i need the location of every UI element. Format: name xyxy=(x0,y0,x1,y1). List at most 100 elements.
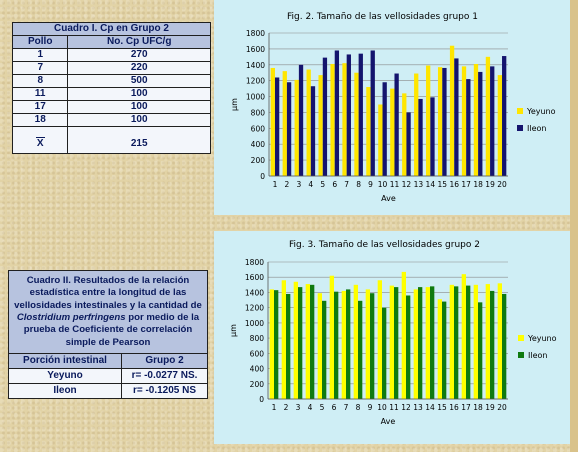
bar-ileon-2 xyxy=(286,82,292,176)
x-tick-label: 9 xyxy=(368,403,373,412)
bar-ileon-17 xyxy=(466,79,471,176)
y-tick-label: 0 xyxy=(259,395,264,404)
bar-ileon-6 xyxy=(334,291,339,399)
chart-fig2: Fig. 2. Tamaño de las vellosidades grupo… xyxy=(214,0,570,215)
y-tick-label: 400 xyxy=(251,140,266,149)
table1-col-pollo: Pollo xyxy=(11,35,69,49)
y-tick-label: 400 xyxy=(250,365,265,374)
chart-title: Fig. 2. Tamaño de las vellosidades grupo… xyxy=(287,12,478,22)
y-tick-label: 1800 xyxy=(246,29,265,38)
bar-ileon-3 xyxy=(298,287,303,399)
bar-yeyuno-9 xyxy=(366,87,371,176)
x-tick-label: 14 xyxy=(426,180,436,189)
bar-ileon-18 xyxy=(478,302,483,399)
x-tick-label: 5 xyxy=(320,403,325,412)
table1-pollo: 17 xyxy=(11,100,69,114)
x-tick-label: 10 xyxy=(378,180,388,189)
table2-title-part1: Cuadro II. Resultados de la relación est… xyxy=(14,274,202,311)
y-tick-label: 800 xyxy=(251,108,266,117)
table1-col-ufc: No. Cp UFC/g xyxy=(67,35,211,49)
x-tick-label: 5 xyxy=(320,180,325,189)
chart-fig2-svg: Fig. 2. Tamaño de las vellosidades grupo… xyxy=(230,12,556,203)
x-tick-label: 1 xyxy=(273,180,278,189)
bar-ileon-9 xyxy=(370,293,375,399)
bar-yeyuno-11 xyxy=(389,285,394,399)
bar-yeyuno-2 xyxy=(282,71,287,176)
x-bar-value: 215 xyxy=(130,138,148,149)
table2-title: Cuadro II. Resultados de la relación est… xyxy=(8,270,208,354)
y-tick-label: 1200 xyxy=(246,77,265,86)
y-tick-label: 1200 xyxy=(245,304,264,313)
table2-col-porcion: Porción intestinal xyxy=(8,353,122,369)
bar-yeyuno-2 xyxy=(281,280,286,399)
bar-yeyuno-11 xyxy=(390,88,395,176)
legend-label-yeyuno: Yeyuno xyxy=(526,107,556,116)
bar-yeyuno-19 xyxy=(485,284,490,399)
table2-title-italic: Clostridium perfringens xyxy=(16,312,126,323)
bar-ileon-14 xyxy=(430,97,435,176)
bar-ileon-4 xyxy=(310,284,315,399)
bar-yeyuno-3 xyxy=(294,79,299,176)
x-tick-label: 19 xyxy=(485,180,495,189)
bar-yeyuno-7 xyxy=(341,290,346,399)
bar-ileon-5 xyxy=(322,57,328,176)
bar-ileon-13 xyxy=(418,287,423,399)
legend-swatch-yeyuno xyxy=(518,335,524,341)
table1-title: Cuadro I. Cp en Grupo 2 xyxy=(12,22,211,36)
y-tick-label: 600 xyxy=(251,124,266,133)
bar-yeyuno-15 xyxy=(437,67,443,176)
x-axis-label: Ave xyxy=(381,417,396,426)
x-tick-label: 16 xyxy=(449,403,459,412)
bar-yeyuno-16 xyxy=(449,45,455,176)
table2-porcion: Yeyuno xyxy=(8,368,122,384)
table1-ufc: 100 xyxy=(67,87,211,101)
bar-ileon-11 xyxy=(394,287,399,399)
y-tick-label: 600 xyxy=(250,349,265,358)
x-tick-label: 14 xyxy=(425,403,435,412)
bar-yeyuno-3 xyxy=(293,281,298,399)
legend-label-ileon: Ileon xyxy=(528,351,547,360)
y-tick-label: 1600 xyxy=(245,273,264,282)
bar-ileon-7 xyxy=(346,289,351,399)
bar-yeyuno-17 xyxy=(461,274,466,399)
bar-ileon-12 xyxy=(406,295,411,399)
bar-yeyuno-10 xyxy=(377,280,382,399)
bar-ileon-19 xyxy=(490,290,495,399)
x-tick-label: 2 xyxy=(285,180,290,189)
bar-ileon-16 xyxy=(454,58,459,176)
x-bar-symbol: X xyxy=(35,137,45,149)
chart-title: Fig. 3. Tamaño de las vellosidades grupo… xyxy=(289,240,480,250)
bar-ileon-19 xyxy=(490,66,495,176)
legend-swatch-ileon xyxy=(517,125,523,131)
table1-pollo: 8 xyxy=(11,74,69,88)
x-tick-label: 2 xyxy=(284,403,289,412)
y-tick-label: 800 xyxy=(250,334,265,343)
x-tick-label: 17 xyxy=(461,403,471,412)
bar-yeyuno-12 xyxy=(402,93,407,176)
x-tick-label: 7 xyxy=(344,403,349,412)
x-tick-label: 10 xyxy=(377,403,387,412)
legend-label-yeyuno: Yeyuno xyxy=(527,334,557,343)
table2-col-grupo: Grupo 2 xyxy=(121,353,208,369)
bar-yeyuno-6 xyxy=(330,63,335,176)
bar-ileon-18 xyxy=(478,71,483,176)
y-tick-label: 0 xyxy=(260,172,265,181)
x-tick-label: 6 xyxy=(332,403,337,412)
bar-ileon-10 xyxy=(382,82,387,176)
y-tick-label: 1000 xyxy=(245,319,264,328)
table1-ufc: 270 xyxy=(67,48,211,62)
x-tick-label: 4 xyxy=(308,403,313,412)
x-tick-label: 11 xyxy=(390,180,400,189)
bar-yeyuno-1 xyxy=(269,289,274,399)
bar-yeyuno-1 xyxy=(270,67,275,176)
x-tick-label: 3 xyxy=(296,180,301,189)
x-tick-label: 18 xyxy=(473,403,483,412)
bar-yeyuno-13 xyxy=(413,289,418,399)
bar-yeyuno-9 xyxy=(365,289,370,399)
table1-ufc: 100 xyxy=(67,113,211,127)
x-axis-label: Ave xyxy=(381,194,396,203)
bar-ileon-20 xyxy=(502,293,507,399)
y-axis-label: µm xyxy=(229,324,238,337)
x-tick-label: 15 xyxy=(438,180,448,189)
bar-yeyuno-18 xyxy=(473,284,478,399)
